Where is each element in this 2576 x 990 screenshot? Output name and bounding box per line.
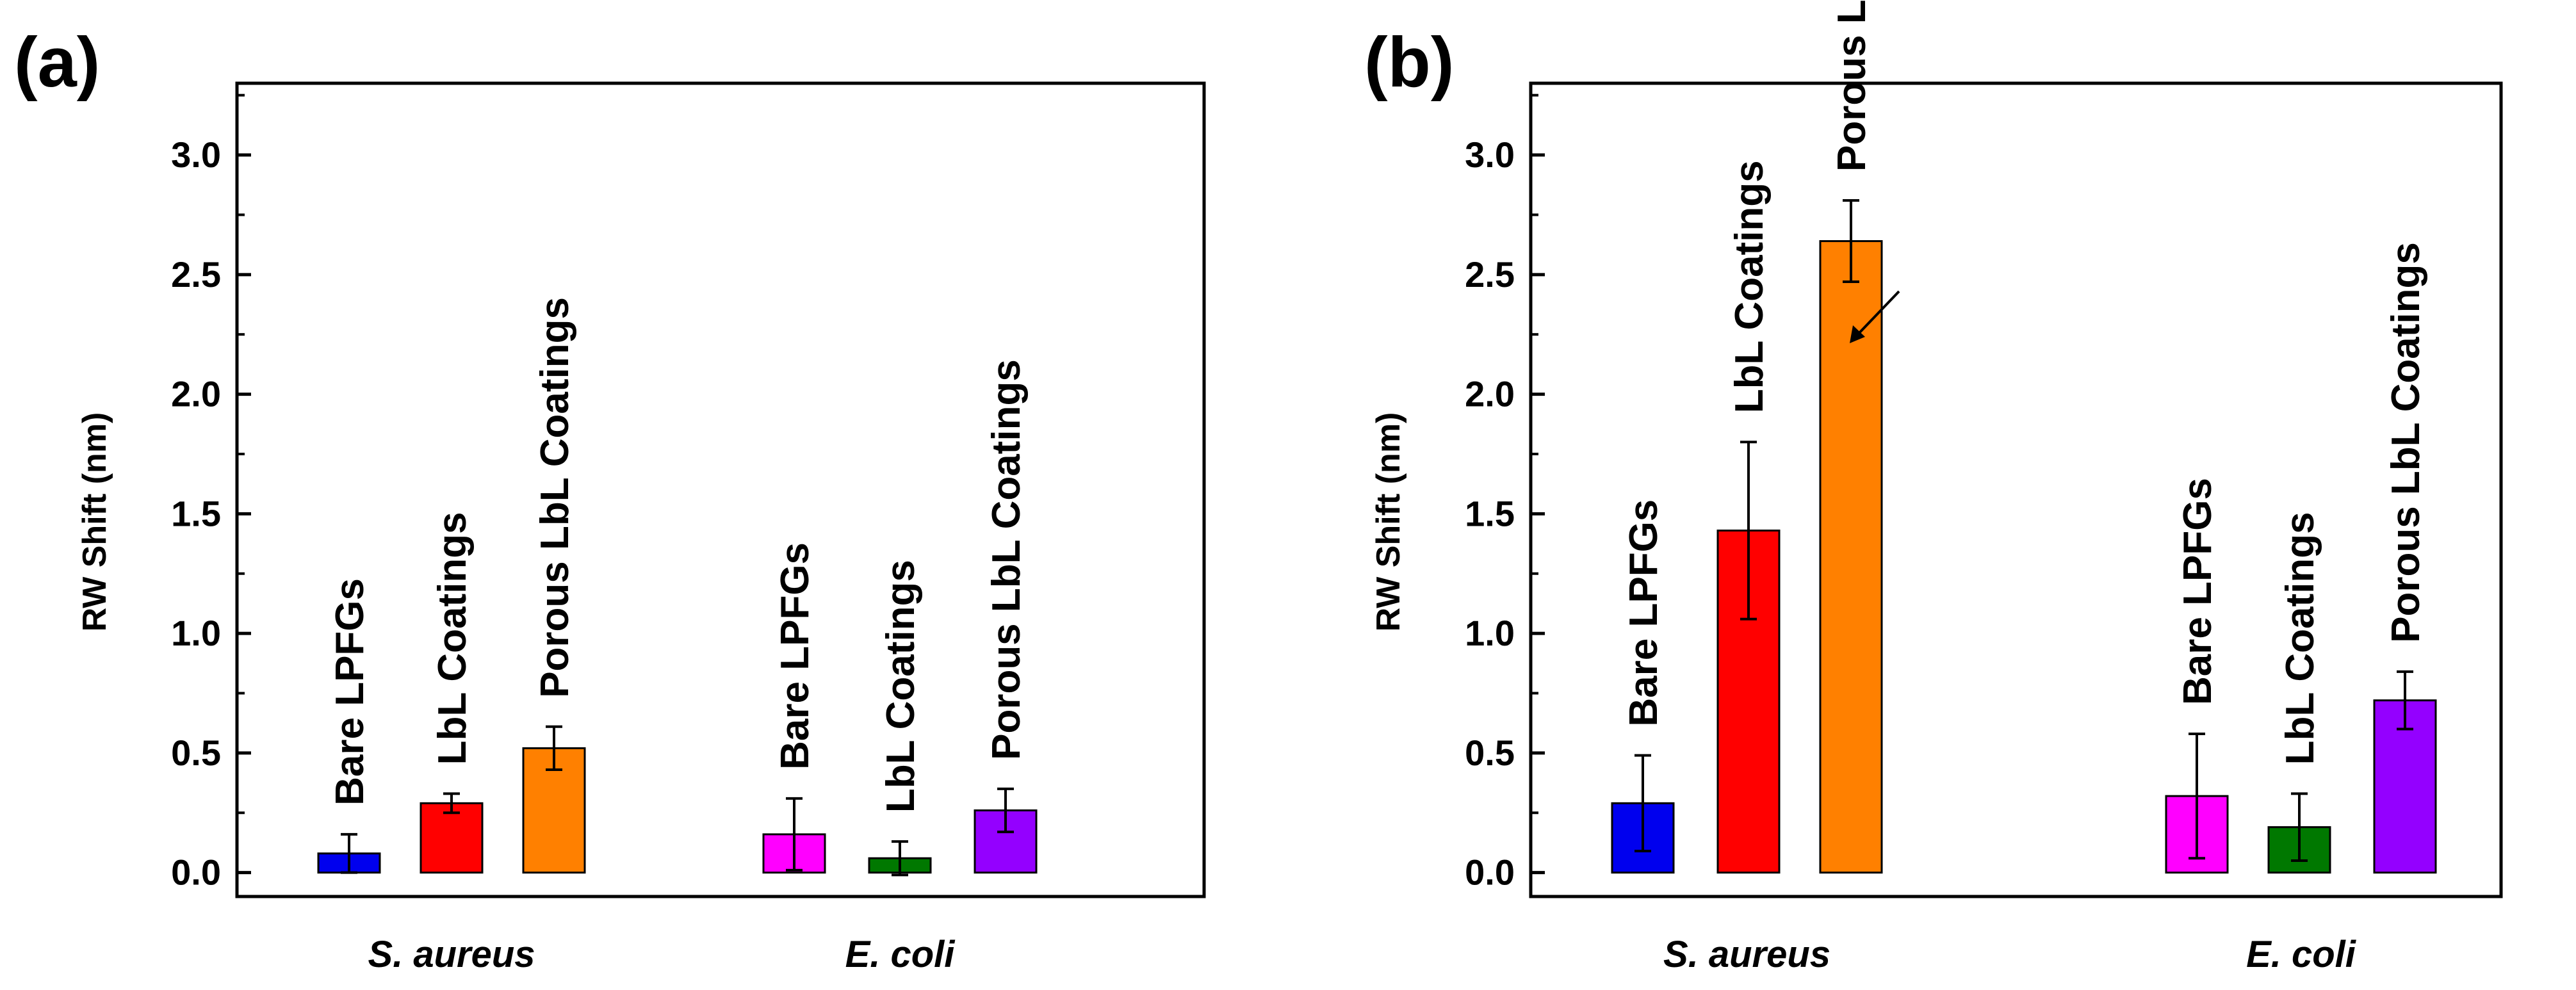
bar-label: Porous LbL Coatings	[1830, 0, 1874, 172]
y-tick-label: 2.0	[1465, 374, 1515, 414]
bar	[1819, 240, 1883, 874]
y-tick-label: 3.0	[171, 134, 221, 175]
bar-label: LbL Coatings	[1727, 160, 1772, 413]
bar-label: Porous LbL Coatings	[984, 359, 1029, 760]
bar-label: Bare LPFGs	[1622, 499, 1666, 727]
bar-label: Bare LPFGs	[773, 542, 817, 770]
bar-label: LbL Coatings	[2278, 512, 2322, 765]
y-tick-label: 0.0	[1465, 852, 1515, 893]
y-tick-label: 2.5	[1465, 254, 1515, 295]
y-tick-label: 1.0	[1465, 613, 1515, 653]
y-tick-label: 3.0	[1465, 134, 1515, 175]
panel-label: (a)	[14, 23, 100, 102]
panel-label: (b)	[1364, 23, 1454, 102]
group-label: E. coli	[845, 934, 956, 975]
bar-label: Porous LbL Coatings	[2384, 242, 2428, 643]
bar-label: Bare LPFGs	[2176, 478, 2220, 705]
y-axis-title: RW Shift (nm)	[76, 412, 113, 632]
y-tick-label: 2.5	[171, 254, 221, 295]
group-label: S. aureus	[368, 934, 535, 975]
y-tick-label: 1.5	[171, 493, 221, 533]
plot-frame	[1529, 81, 2503, 898]
y-tick-label: 0.0	[171, 852, 221, 893]
y-tick-label: 2.0	[171, 374, 221, 414]
bar-label: Bare LPFGs	[328, 578, 372, 806]
bar-label: Porous LbL Coatings	[533, 297, 577, 698]
y-tick-label: 0.5	[1465, 733, 1515, 773]
y-tick-label: 0.5	[171, 733, 221, 773]
group-label: E. coli	[2246, 934, 2357, 975]
bar-label: LbL Coatings	[430, 512, 475, 765]
y-tick-label: 1.5	[1465, 493, 1515, 533]
annotation-arrow	[1850, 290, 1900, 343]
y-axis-title: RW Shift (nm)	[1370, 412, 1407, 632]
group-label: S. aureus	[1663, 934, 1830, 975]
bar	[420, 802, 484, 874]
y-tick-label: 1.0	[171, 613, 221, 653]
bar-label: LbL Coatings	[879, 560, 923, 813]
plot-frame	[235, 81, 1206, 898]
